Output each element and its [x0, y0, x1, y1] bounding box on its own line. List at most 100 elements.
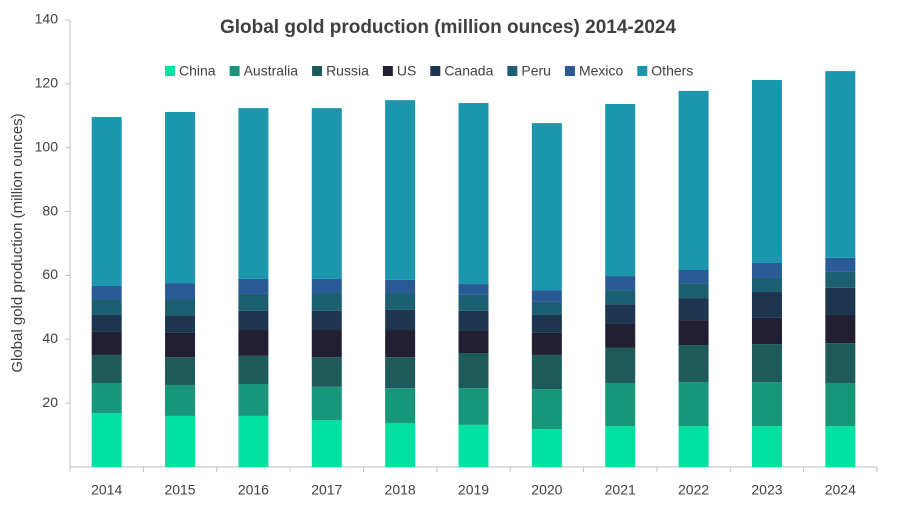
legend-label: US — [397, 63, 416, 79]
bar-segment — [311, 420, 342, 467]
bar-segment — [605, 276, 636, 291]
bar-segment — [238, 330, 269, 356]
bar-segment — [678, 320, 709, 346]
bar-segment — [531, 389, 562, 430]
bar-segment — [311, 108, 342, 279]
y-tick-label: 140 — [35, 11, 59, 27]
bar-segment — [238, 278, 269, 294]
bar-segment — [605, 304, 636, 324]
bar-segment — [531, 123, 562, 291]
legend-label: Others — [651, 63, 693, 79]
bar-segment — [385, 422, 416, 467]
bar-segment — [751, 344, 782, 383]
bar-segment — [678, 345, 709, 383]
y-tick-label: 20 — [42, 394, 58, 410]
bar-segment — [531, 315, 562, 333]
x-tick-label: 2022 — [678, 482, 709, 498]
legend-label: Canada — [444, 63, 493, 79]
x-tick-label: 2018 — [385, 482, 416, 498]
bar-segment — [458, 424, 489, 467]
bar-segment — [165, 111, 196, 284]
bar-segment — [238, 310, 269, 331]
bar-segment — [458, 284, 489, 295]
y-tick-label: 100 — [35, 138, 59, 154]
legend-swatch — [165, 66, 175, 76]
bar-segment — [165, 384, 196, 416]
bar-segment — [531, 332, 562, 355]
bar-segment — [91, 315, 122, 332]
bar-segment — [605, 290, 636, 305]
legend-label: Australia — [244, 63, 299, 79]
bar-segment — [825, 257, 856, 272]
bar-segment — [385, 309, 416, 331]
bar-segment — [91, 413, 122, 467]
bar-segment — [458, 310, 489, 331]
bar-segment — [531, 429, 562, 467]
bar-segment — [165, 332, 196, 358]
bar-segment — [825, 383, 856, 427]
bar-segment — [458, 103, 489, 285]
bar-segment — [751, 262, 782, 278]
bar-segment — [238, 108, 269, 279]
bar-segment — [385, 100, 416, 280]
bar-segment — [605, 347, 636, 384]
bar-segment — [311, 357, 342, 387]
legend-swatch — [312, 66, 323, 76]
bar-segment — [238, 355, 269, 384]
bar-segment — [311, 292, 342, 311]
bar-segment — [165, 300, 196, 316]
bar-segment — [605, 383, 636, 427]
bar-segment — [751, 382, 782, 427]
bar-segment — [605, 426, 636, 467]
bar-segment — [91, 117, 122, 286]
bar-segment — [825, 426, 856, 467]
bar-segment — [458, 294, 489, 311]
legend-label: Peru — [521, 63, 551, 79]
bar-segment — [311, 310, 342, 331]
bar-segment — [91, 383, 122, 414]
legend-swatch — [637, 66, 648, 76]
bar-segment — [458, 330, 489, 354]
x-tick-label: 2015 — [164, 482, 195, 498]
bar-segment — [385, 330, 416, 358]
bar-segment — [238, 415, 269, 467]
bar-segment — [751, 317, 782, 345]
bar-segment — [385, 388, 416, 423]
legend-label: Mexico — [579, 63, 624, 79]
legend-swatch — [430, 66, 441, 76]
bar-segment — [605, 103, 636, 277]
bar-segment — [385, 357, 416, 389]
legend-swatch — [564, 66, 575, 76]
bar-segment — [238, 383, 269, 416]
x-tick-label: 2024 — [825, 482, 856, 498]
y-tick-label: 60 — [42, 266, 58, 282]
bar-segment — [751, 277, 782, 293]
bar-segment — [91, 285, 122, 300]
bar-segment — [238, 293, 269, 311]
bar-segment — [825, 343, 856, 384]
bar-segment — [531, 290, 562, 302]
bar-segment — [91, 354, 122, 384]
x-tick-label: 2017 — [311, 482, 342, 498]
bar-segment — [825, 71, 856, 258]
bar-segment — [91, 331, 122, 355]
bar-segment — [458, 388, 489, 425]
x-tick-label: 2023 — [751, 482, 782, 498]
bar-segment — [165, 415, 196, 467]
bar-segment — [458, 353, 489, 389]
bar-segment — [678, 382, 709, 427]
y-axis-label: Global gold production (million ounces) — [9, 113, 26, 372]
bar-segment — [678, 270, 709, 284]
bar-segment — [385, 292, 416, 310]
chart-title: Global gold production (million ounces) … — [220, 17, 676, 38]
legend-label: China — [179, 63, 216, 79]
y-tick-label: 80 — [42, 202, 58, 218]
bar-segment — [165, 283, 196, 301]
x-tick-label: 2019 — [458, 482, 489, 498]
x-tick-label: 2021 — [605, 482, 636, 498]
y-tick-label: 40 — [42, 330, 58, 346]
bar-segment — [751, 292, 782, 318]
bar-segment — [825, 315, 856, 344]
x-tick-label: 2014 — [91, 482, 122, 498]
